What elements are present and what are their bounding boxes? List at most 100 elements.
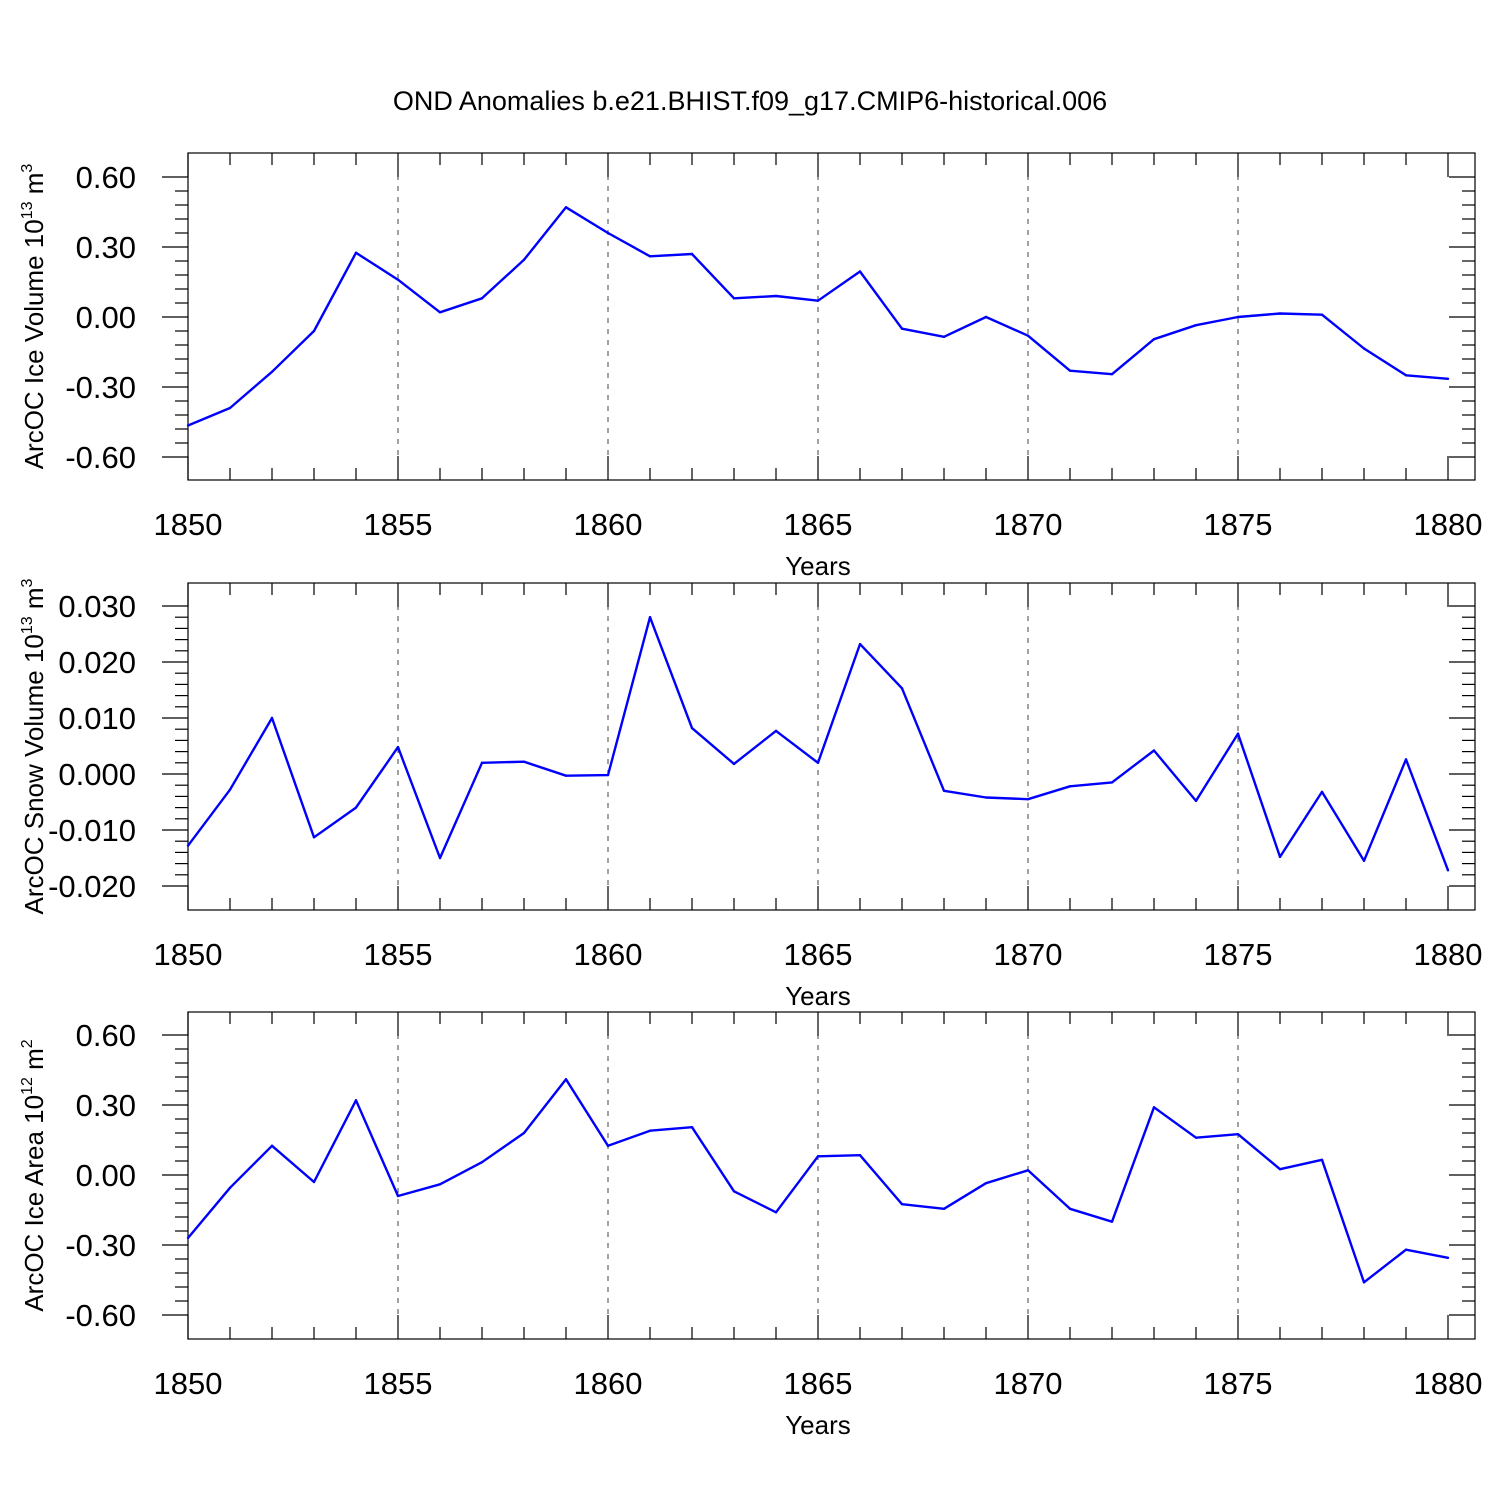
data-point — [228, 1186, 232, 1190]
data-point — [690, 252, 694, 256]
data-point — [816, 761, 820, 764]
data-point — [1446, 1256, 1450, 1260]
data-point — [396, 1194, 400, 1198]
x-tick-label: 1855 — [364, 507, 433, 542]
data-point — [1278, 855, 1282, 859]
data-point — [1068, 1207, 1072, 1211]
data-point — [1110, 372, 1114, 376]
data-point — [354, 251, 358, 255]
data-point — [1194, 799, 1198, 803]
plot-frame — [187, 1011, 1476, 1340]
data-point — [1152, 749, 1156, 752]
y-tick-label: 0.60 — [76, 1018, 136, 1053]
x-tick-label: 1880 — [1414, 1366, 1483, 1401]
data-point — [1404, 758, 1408, 761]
data-point — [438, 311, 442, 314]
data-point — [690, 1125, 694, 1129]
data-point — [984, 1181, 988, 1185]
data-point — [984, 796, 988, 799]
data-point — [1110, 781, 1114, 784]
data-point — [732, 297, 736, 300]
data-point — [564, 1078, 568, 1081]
data-point — [1110, 1220, 1114, 1223]
data-point — [1236, 732, 1240, 735]
data-point — [1068, 369, 1072, 372]
data-point — [900, 327, 904, 330]
data-point — [942, 1207, 946, 1211]
plot-frame — [187, 582, 1476, 911]
series-line — [187, 616, 1450, 871]
x-axis-label: Years — [785, 981, 851, 1011]
x-tick-label: 1850 — [154, 937, 223, 972]
y-tick-label: 0.30 — [76, 230, 136, 265]
x-tick-label: 1870 — [994, 1366, 1063, 1401]
data-point — [186, 844, 190, 847]
x-tick-label: 1855 — [364, 937, 433, 972]
data-point — [270, 716, 274, 720]
x-tick-label: 1850 — [154, 507, 223, 542]
x-tick-label: 1865 — [784, 507, 853, 542]
data-point — [396, 745, 400, 749]
data-point — [774, 729, 778, 733]
y-tick-label: -0.60 — [65, 1298, 136, 1333]
y-tick-label: -0.30 — [65, 370, 136, 405]
data-point — [816, 299, 820, 302]
data-point — [942, 335, 946, 339]
y-tick-label: 0.00 — [76, 300, 136, 335]
data-point — [1026, 798, 1030, 801]
data-point — [228, 788, 232, 791]
data-point — [1278, 312, 1282, 315]
data-point — [1446, 869, 1450, 872]
data-point — [312, 329, 316, 333]
y-tick-label: 0.020 — [58, 645, 136, 680]
series-line — [187, 206, 1449, 427]
y-axis-label: ArcOC Snow Volume 1013 m3 — [19, 578, 49, 914]
x-tick-label: 1875 — [1204, 1366, 1273, 1401]
data-point — [438, 856, 442, 860]
x-axis-label: Years — [785, 1410, 851, 1440]
x-tick-label: 1860 — [574, 937, 643, 972]
data-point — [1194, 323, 1198, 327]
data-point — [1362, 1281, 1366, 1284]
data-point — [1026, 1169, 1030, 1172]
data-point — [648, 1129, 652, 1132]
data-point — [606, 773, 610, 777]
data-point — [1236, 1132, 1240, 1136]
data-point — [522, 760, 526, 763]
data-point — [1320, 1158, 1324, 1162]
data-point — [1068, 785, 1072, 788]
data-point — [648, 616, 652, 619]
data-point — [858, 642, 862, 646]
data-point — [354, 1099, 358, 1102]
data-point — [774, 1211, 778, 1214]
data-point — [270, 1144, 274, 1148]
data-point — [228, 406, 232, 410]
x-tick-label: 1850 — [154, 1366, 223, 1401]
data-point — [1236, 315, 1240, 319]
data-point — [522, 1131, 526, 1135]
data-point — [312, 1180, 316, 1184]
data-point — [1320, 790, 1324, 794]
data-point — [564, 206, 568, 209]
x-tick-label: 1865 — [784, 937, 853, 972]
data-point — [480, 297, 484, 300]
x-tick-label: 1875 — [1204, 507, 1273, 542]
data-point — [690, 726, 694, 730]
y-tick-label: 0.60 — [76, 160, 136, 195]
data-point — [396, 278, 400, 281]
y-axis-label: ArcOC Ice Area 1012 m2 — [19, 1039, 49, 1311]
x-tick-label: 1865 — [784, 1366, 853, 1401]
y-tick-label: 0.00 — [76, 1158, 136, 1193]
data-point — [354, 806, 358, 809]
x-tick-label: 1870 — [994, 507, 1063, 542]
y-tick-label: 0.010 — [58, 701, 136, 736]
data-point — [732, 762, 736, 766]
data-point — [1404, 1248, 1408, 1251]
chart-panel: 0.60 0.30 0.00 -0.30 -0.60 1850 1855 1860 1865 18… — [19, 152, 1482, 581]
y-tick-label: -0.30 — [65, 1228, 136, 1263]
data-point — [984, 315, 988, 319]
y-tick-label: -0.020 — [48, 869, 136, 904]
x-tick-label: 1855 — [364, 1366, 433, 1401]
x-tick-label: 1875 — [1204, 937, 1273, 972]
